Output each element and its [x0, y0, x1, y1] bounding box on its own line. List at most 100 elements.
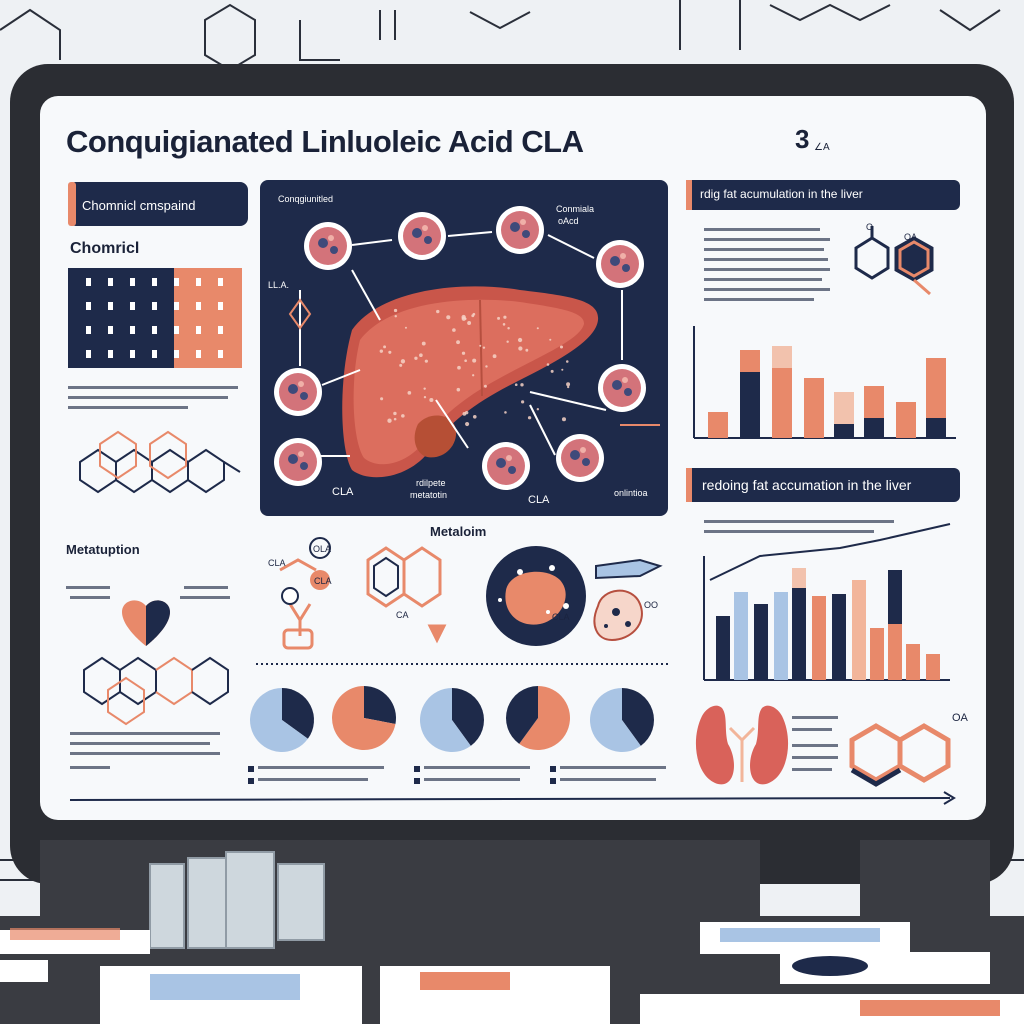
- table-cell: [218, 302, 223, 310]
- right-middle-chart: [703, 523, 951, 681]
- pie-slice: [364, 686, 397, 724]
- liver-speckle: [479, 344, 482, 347]
- cell-dot: [622, 377, 628, 383]
- liver-speckle: [525, 348, 529, 352]
- table-cell: [174, 350, 179, 358]
- chart-bar: [834, 424, 854, 438]
- pie-slice: [452, 688, 485, 746]
- liver-speckle: [457, 365, 461, 370]
- chart-bar: [852, 580, 866, 680]
- table-cell: [196, 278, 201, 286]
- center-bottom-center-label-2: metatotin: [410, 490, 448, 500]
- label-bubble-1: [309, 537, 331, 559]
- liver-speckle: [504, 411, 507, 414]
- cell-dot: [328, 235, 334, 241]
- liver-speckle: [388, 350, 392, 354]
- cell-blob-icon: [593, 589, 643, 642]
- liver-illustration: [342, 286, 599, 478]
- dark-cell-circle: [486, 546, 586, 646]
- center-bottom-left-label: CLA: [332, 486, 354, 498]
- bottom-axis-line: [69, 797, 951, 801]
- liver-speckle: [550, 369, 554, 373]
- right-top-molecule-label-1: O: [866, 222, 874, 232]
- pie-legends: [248, 766, 666, 784]
- center-left-label: LL.A.: [268, 280, 290, 290]
- table-cell: [86, 278, 91, 286]
- right-middle-pill: [686, 468, 960, 502]
- table-cell: [108, 302, 113, 310]
- cell-core: [601, 245, 639, 283]
- liver-speckle: [461, 351, 466, 355]
- liver-speckle: [421, 341, 426, 346]
- liver-speckle: [492, 354, 497, 359]
- pie-charts: [250, 686, 654, 752]
- table-cell: [196, 302, 201, 310]
- liver-speckle: [446, 315, 451, 320]
- lower-left-molecule: [83, 656, 229, 726]
- right-top-paragraph: [704, 228, 830, 301]
- chart-bar: [906, 644, 920, 680]
- liver-speckle: [527, 416, 532, 420]
- chart-bar: [708, 412, 728, 438]
- pie-slice: [420, 688, 471, 752]
- cell-icons: [274, 206, 646, 490]
- corner-mark-sub: ∠A: [814, 142, 830, 153]
- right-top-molecule: [854, 226, 934, 296]
- table-cell: [174, 326, 179, 334]
- chart-bar: [754, 604, 768, 680]
- center-top-right-label-2: oAcd: [558, 216, 579, 226]
- liver-speckle: [521, 400, 525, 404]
- cell-dot: [580, 447, 586, 453]
- liver-speckle: [461, 314, 466, 320]
- table-cell: [174, 278, 179, 286]
- chart-bar: [792, 588, 806, 680]
- lower-center-label-cla-4: CLA: [552, 612, 570, 622]
- cell-core: [279, 373, 317, 411]
- liver-speckle: [507, 326, 510, 330]
- table-cell: [86, 302, 91, 310]
- liver-speckle: [497, 316, 501, 320]
- lower-left-paragraph: [66, 586, 230, 769]
- liver-speckle: [419, 353, 423, 358]
- liver-speckle: [566, 382, 571, 387]
- liver-speckle: [464, 359, 467, 363]
- lower-center-label-cla-3: CA: [396, 610, 409, 620]
- lower-right-label-oa: OA: [952, 712, 968, 724]
- table-cell: [196, 326, 201, 334]
- table-cell: [218, 278, 223, 286]
- liver-speckle: [502, 323, 506, 326]
- table-cell: [108, 326, 113, 334]
- table-cell: [108, 278, 113, 286]
- left-pill-label: Chomnicl cmspaind: [82, 198, 196, 213]
- cell-nucleus: [610, 256, 620, 266]
- liver-speckle: [414, 356, 418, 360]
- table-cell: [218, 326, 223, 334]
- chart-bar: [792, 568, 806, 588]
- cell-nucleus: [288, 454, 298, 464]
- liver-speckle: [546, 363, 550, 366]
- liver-speckle: [436, 309, 440, 314]
- chart-bar: [888, 624, 902, 680]
- center-bottom-center-label-1: rdilpete: [416, 478, 446, 488]
- cell-dot: [506, 455, 512, 461]
- cell-nucleus: [522, 230, 530, 238]
- chart-bar: [864, 418, 884, 438]
- cell-dot: [298, 381, 304, 387]
- liver-speckle: [518, 346, 523, 351]
- liver-speckle: [387, 418, 392, 423]
- pie-slice: [332, 686, 396, 750]
- table-cell: [152, 278, 157, 286]
- liver-speckle: [394, 314, 397, 318]
- left-pill: [68, 182, 248, 226]
- liver-speckle: [380, 397, 384, 401]
- cell-core: [603, 369, 641, 407]
- liver-speckle: [401, 414, 405, 418]
- liver-speckle: [565, 360, 569, 363]
- liver-speckle: [559, 345, 564, 349]
- cell-nucleus: [300, 392, 308, 400]
- table-cell: [130, 350, 135, 358]
- liver-speckle: [472, 358, 477, 363]
- liver-speckle: [520, 383, 524, 387]
- pie-slice: [282, 688, 315, 739]
- center-top-left-label: Conqgiunitled: [278, 194, 334, 204]
